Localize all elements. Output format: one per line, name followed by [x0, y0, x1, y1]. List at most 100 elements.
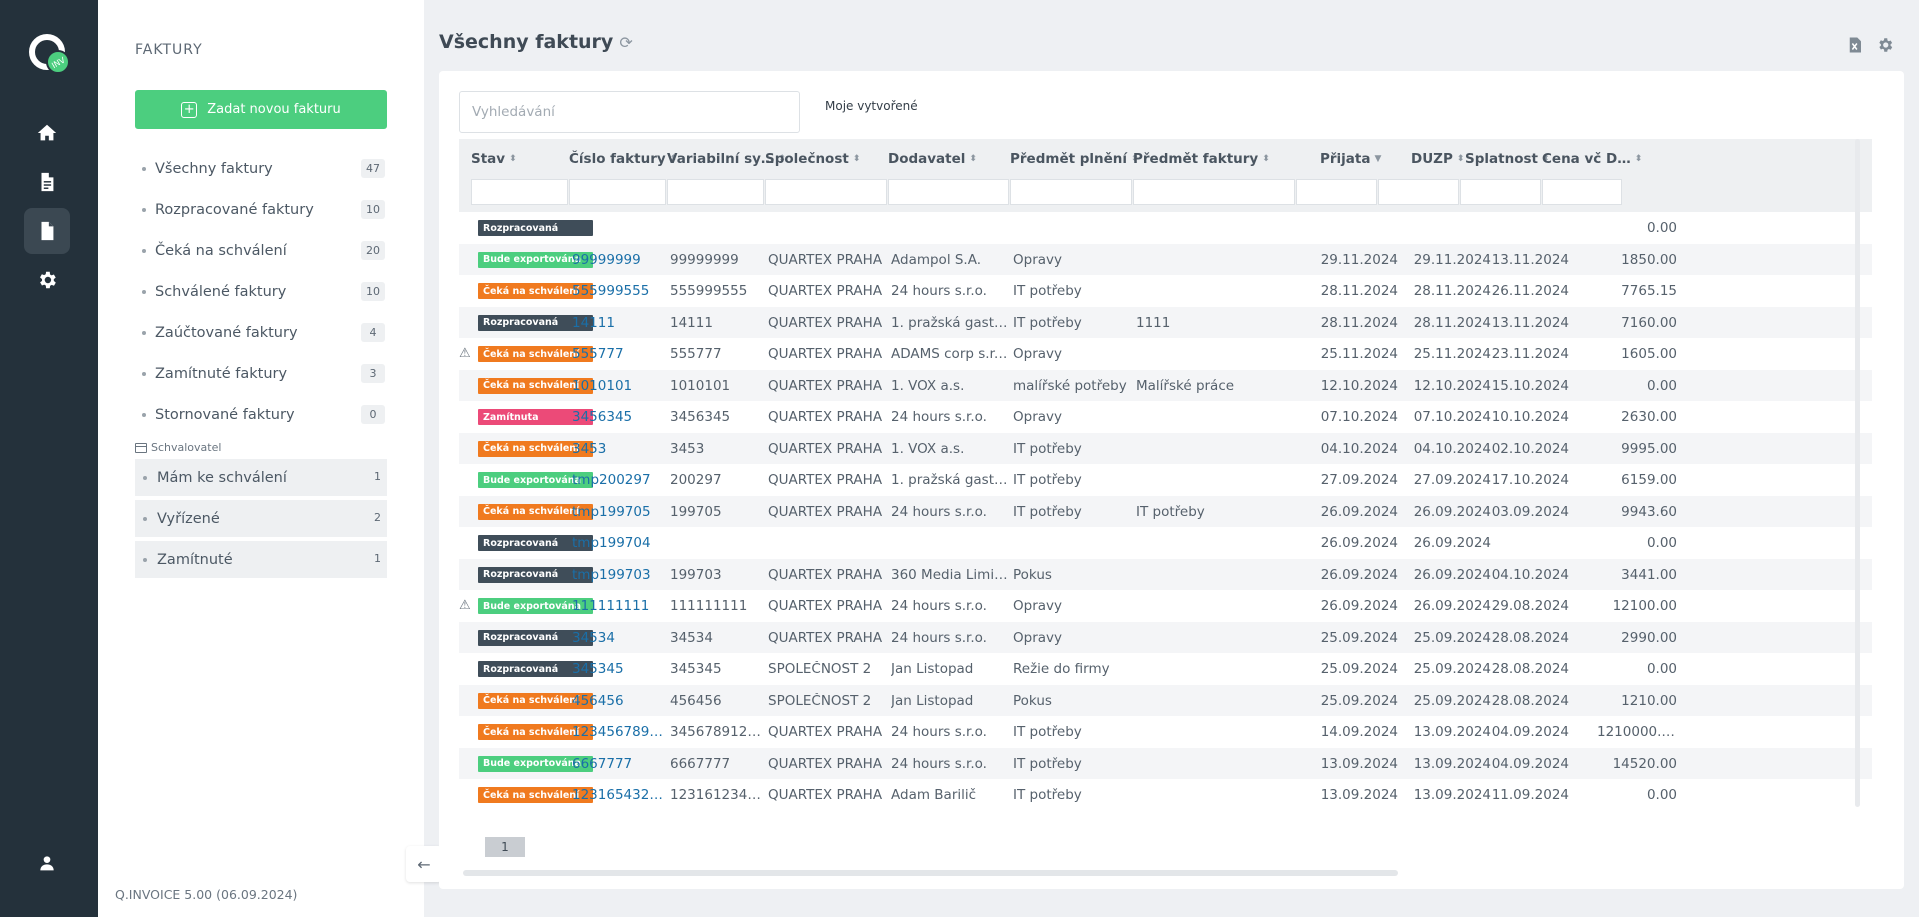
nav-documents[interactable] [24, 159, 70, 205]
nav-home[interactable] [24, 110, 70, 156]
cell-invoice-number[interactable]: 99999999 [572, 251, 641, 268]
sidebar-item-draft[interactable]: Rozpracované faktury 10 [135, 189, 387, 230]
cell-invoice-number[interactable]: 34534 [572, 629, 615, 646]
page-number-button[interactable]: 1 [485, 837, 525, 857]
sidebar-item-cancelled[interactable]: Stornované faktury 0 [135, 394, 387, 435]
vertical-scrollbar[interactable] [1855, 139, 1860, 807]
column-header-subject[interactable]: Předmět plnění ⬍ [1010, 151, 1139, 167]
column-header-received[interactable]: Přijata ▼ [1320, 151, 1381, 167]
cell-duzp-date: 28.11.2024 [1413, 314, 1491, 331]
table-row[interactable]: Bude exportována tmp200297 200297 QUARTEX P… [459, 464, 1872, 496]
cell-variable-symbol: 3456345 [670, 409, 731, 425]
cell-supplier: ADAMS corp s.r.o. [891, 346, 1009, 362]
cell-invoice-number[interactable]: 3453 [572, 440, 607, 457]
table-row[interactable]: Bude exportována 99999999 99999999 QUARTEX … [459, 243, 1872, 275]
sidebar-item-all[interactable]: Všechny faktury 47 [135, 148, 387, 189]
collapse-sidebar-button[interactable]: ← [406, 846, 442, 882]
warning-icon: ⚠ [459, 598, 471, 613]
table-row[interactable]: Čeká na schválení 3453 3453 QUARTEX PRAHA 1.… [459, 432, 1872, 464]
column-header-invoice-subject[interactable]: Předmět faktury ⬍ [1133, 151, 1270, 167]
cell-invoice-number[interactable]: 123456789123 [572, 724, 667, 740]
column-header-variable-symbol[interactable]: Variabilní sy… ⬍ [667, 151, 786, 167]
cell-invoice-number[interactable]: 345345 [572, 661, 624, 677]
column-filter-invoice-subject[interactable] [1133, 179, 1295, 205]
nav-invoices[interactable] [24, 208, 70, 254]
cell-subject: Pokus [1013, 566, 1052, 583]
sidebar-item-resolved[interactable]: Vyřízené 2 [135, 500, 387, 537]
table-row[interactable]: Bude exportována 6667777 6667777 QUARTEX PR… [459, 747, 1872, 779]
table-row[interactable]: Rozpracovaná tmp199703 199703 QUARTEX PRAHA… [459, 558, 1872, 590]
nav-settings[interactable] [24, 257, 70, 303]
table-row[interactable]: ⚠ Čeká na schválení 555777 555777 QUARTEX PR… [459, 338, 1872, 370]
column-header-duzp[interactable]: DUZP ⬍ [1411, 151, 1464, 167]
cell-invoice-number[interactable]: tmp200297 [572, 472, 651, 488]
cell-invoice-number[interactable]: 3456345 [572, 409, 633, 425]
column-header-number[interactable]: Číslo faktury ⬍ [569, 151, 677, 167]
cell-invoice-number[interactable]: 14111 [572, 314, 615, 331]
table-row[interactable]: Zamítnuta 3456345 3456345 QUARTEX PRAHA 24 h… [459, 401, 1872, 433]
column-filter-company[interactable] [765, 179, 887, 205]
export-excel-button[interactable] [1845, 35, 1865, 55]
cell-duzp-date: 27.09.2024 [1413, 472, 1491, 488]
table-row[interactable]: Čeká na schválení 1010101 1010101 QUARTEX P… [459, 369, 1872, 401]
column-filter-duzp[interactable] [1378, 179, 1459, 205]
cell-invoice-number[interactable]: 1231654322342 [572, 787, 667, 803]
column-header-price[interactable]: Cena vč D… ⬍ [1542, 151, 1642, 167]
cell-company: QUARTEX PRAHA [768, 629, 883, 646]
sidebar-item-declined[interactable]: Zamítnuté 1 [135, 541, 387, 578]
table-row[interactable]: Čeká na schválení tmp199705 199705 QUARTEX … [459, 495, 1872, 527]
table-row[interactable]: Čeká na schválení12316543223421231612345… [459, 779, 1872, 811]
table-row[interactable]: ⚠ Bude exportována 111111111 111111111 QUART… [459, 590, 1872, 622]
cell-received-date: 12.10.2024 [1320, 377, 1398, 394]
sidebar-item-pending[interactable]: Čeká na schválení 20 [135, 230, 387, 271]
search-input[interactable] [459, 91, 800, 133]
table-row[interactable]: Rozpracovaná 14111 14111 QUARTEX PRAHA 1. pr… [459, 306, 1872, 338]
cell-due-date: 15.10.2024 [1491, 377, 1569, 394]
column-header-due[interactable]: Splatnost ⬍ [1465, 151, 1550, 167]
nav-user[interactable] [24, 840, 70, 886]
sidebar-item-approved[interactable]: Schválené faktury 10 [135, 271, 387, 312]
status-badge: Čeká na schválení [478, 283, 593, 299]
table-row[interactable]: Rozpracovaná 0.00 [459, 212, 1872, 244]
column-filter-variable-symbol[interactable] [667, 179, 764, 205]
cell-company: QUARTEX PRAHA [768, 314, 883, 331]
column-filter-received[interactable] [1296, 179, 1377, 205]
cell-invoice-number[interactable]: 555777 [572, 346, 624, 362]
table-row[interactable]: Rozpracovaná tmp199704 26.09.2024 26.09.202… [459, 527, 1872, 559]
cell-invoice-number[interactable]: tmp199704 [572, 535, 651, 551]
table-row[interactable]: Rozpracovaná 345345 345345 SPOLEČNOST 2 Jan … [459, 653, 1872, 685]
table-row[interactable]: Čeká na schválení 456456 456456 SPOLEČNOST … [459, 684, 1872, 716]
column-header-status[interactable]: Stav ⬍ [471, 151, 517, 167]
cell-subject: Opravy [1013, 251, 1062, 268]
table-settings-button[interactable] [1875, 35, 1895, 55]
column-filter-subject[interactable] [1010, 179, 1132, 205]
table-row[interactable]: Rozpracovaná 34534 34534 QUARTEX PRAHA 24 ho… [459, 621, 1872, 653]
refresh-icon[interactable]: ⟳ [619, 32, 633, 52]
table-row[interactable]: Čeká na schválení 555999555 555999555 QUART… [459, 275, 1872, 307]
column-filter-price[interactable] [1542, 179, 1622, 205]
sidebar-item-rejected[interactable]: Zamítnuté faktury 3 [135, 353, 387, 394]
table-row[interactable]: Čeká na schválení 123456789123 34567891236… [459, 716, 1872, 748]
column-header-company[interactable]: Společnost ⬍ [765, 151, 860, 167]
app-logo[interactable]: INV [27, 32, 71, 76]
column-header-supplier[interactable]: Dodavatel ⬍ [888, 151, 977, 167]
sidebar-item-label: Rozpracované faktury [155, 201, 314, 218]
horizontal-scrollbar[interactable] [463, 870, 1398, 876]
cell-invoice-number[interactable]: 111111111 [572, 598, 650, 614]
column-filter-due[interactable] [1460, 179, 1541, 205]
cell-invoice-number[interactable]: 456456 [572, 692, 624, 709]
cell-invoice-number[interactable]: 1010101 [572, 377, 633, 394]
new-invoice-button[interactable]: + Zadat novou fakturu [135, 90, 387, 129]
cell-invoice-number[interactable]: tmp199703 [572, 566, 651, 583]
cell-invoice-number[interactable]: 555999555 [572, 283, 650, 299]
cell-invoice-number[interactable]: 6667777 [572, 755, 633, 772]
column-filter-number[interactable] [569, 179, 666, 205]
cell-invoice-number[interactable]: tmp199705 [572, 503, 651, 520]
my-created-filter[interactable]: Moje vytvořené [825, 99, 918, 113]
cell-invoice-subject: Malířské práce [1136, 377, 1235, 394]
invoice-table-card: Moje vytvořené Stav⬍ Číslo faktury⬍Variab… [439, 71, 1904, 889]
column-filter-supplier[interactable] [888, 179, 1009, 205]
sidebar-item-to-approve[interactable]: Mám ke schválení 1 [135, 459, 387, 496]
column-filter-status[interactable] [471, 179, 568, 205]
sidebar-item-booked[interactable]: Zaúčtované faktury 4 [135, 312, 387, 353]
